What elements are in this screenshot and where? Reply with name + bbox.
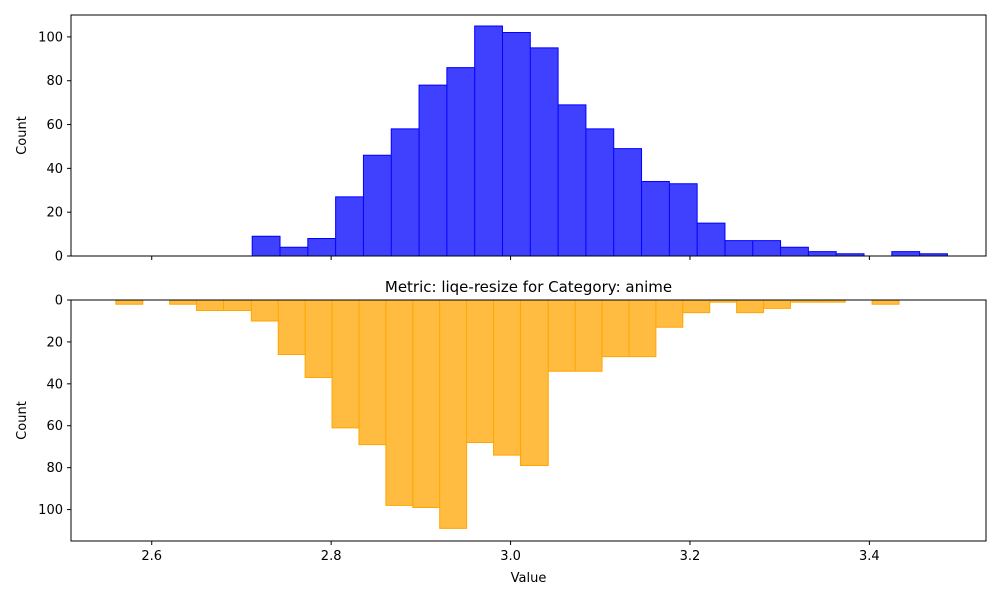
plot-frame [70,14,987,257]
histogram-bar [872,300,899,305]
histogram-bar [655,300,683,328]
histogram-bar [169,300,197,305]
y-tick-label: 40 [46,377,63,392]
histogram-bar [307,238,336,256]
histogram-bar [520,300,549,466]
histogram-outline [251,25,948,257]
histogram-bar [278,300,306,355]
x-tick-label: 3.0 [500,549,521,564]
histogram-bar [385,300,413,506]
x-axis-label: Value [511,571,547,586]
y-tick-label: 0 [55,250,63,265]
histogram-bar [466,300,494,443]
histogram-bar [919,253,948,256]
y-axis-label: Count [15,116,30,155]
y-tick-label: 20 [46,335,63,350]
histogram-bar [836,253,864,256]
histogram-bar [548,300,576,372]
histogram-bar [223,300,252,311]
x-tick-label: 3.4 [859,549,880,564]
histogram-bar [252,236,281,256]
histogram-bar [669,183,698,256]
histogram-bar [412,300,440,508]
histogram-bar [251,300,279,321]
chart-title: Metric: liqe-resize for Category: anime [385,278,672,296]
y-tick-label: 80 [46,461,63,476]
y-tick-label: 60 [46,419,63,434]
x-tick-label: 3.2 [680,549,701,564]
y-tick-label: 100 [38,503,63,518]
histogram-bar [891,251,920,256]
histogram-bar [575,300,603,372]
histogram-bar [439,300,467,529]
histogram-bar [752,240,781,256]
histogram-bar [391,128,420,256]
histogram-bar [332,300,359,428]
x-tick-label: 2.8 [321,549,342,564]
y-tick-label: 20 [46,206,63,221]
x-tick-label: 2.6 [141,549,162,564]
y-tick-label: 100 [38,30,63,45]
y-tick-label: 0 [55,294,63,309]
y-tick-label: 40 [46,162,63,177]
histogram-bar [446,67,475,256]
histogram-bar [709,300,737,303]
histogram-bar [502,32,531,257]
histogram-bar [641,181,670,256]
histogram-bar [736,300,764,313]
histogram-bar [790,300,819,303]
histogram-bar [335,196,364,256]
histogram-bar [196,300,224,311]
histogram-bar [358,300,386,445]
histogram-bar [682,300,710,313]
histogram-bar [613,148,642,256]
y-tick-label: 60 [46,118,63,133]
histogram-bar [305,300,333,378]
histogram-bar [419,85,447,256]
histogram-bar [724,240,753,256]
y-tick-label: 80 [46,74,63,89]
histogram-bar [530,47,559,257]
histogram-bar [697,223,725,256]
histogram-bar [602,300,629,357]
histogram-bar [115,300,143,305]
histogram-bar [818,300,846,303]
histogram-bar [474,25,503,257]
histogram-bar [585,128,614,256]
histogram-bar [763,300,791,309]
y-axis-label: Count [15,401,30,440]
histogram-bar [558,104,586,256]
histogram-bar [628,300,656,357]
histogram-bar [780,247,809,256]
histogram-bar [808,251,837,256]
histogram-bar [493,300,521,456]
histogram-outline [115,299,900,529]
histogram-bar [363,155,392,256]
plot-frame [70,299,987,542]
histogram-bar [280,247,308,256]
